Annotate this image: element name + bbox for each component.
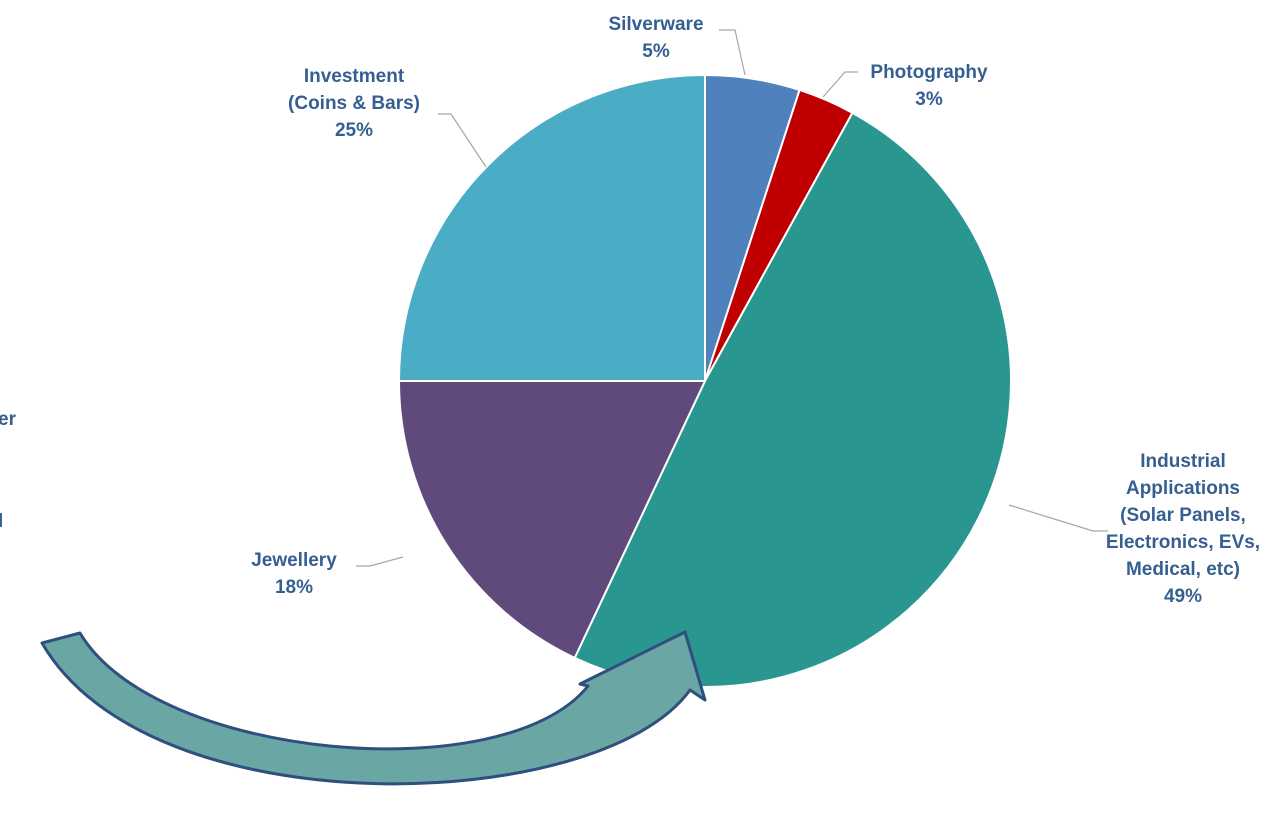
slice-labels: Silverware 5% Photography 3% Industrial Appli… <box>251 14 1260 607</box>
slice-label: Jewellery 18% <box>251 550 337 598</box>
slice-label: Silverware 5% <box>608 14 703 62</box>
slice-label: Photography 3% <box>870 62 988 110</box>
leader-line <box>1008 504 1108 532</box>
slice-value-label: 49% <box>1164 586 1202 607</box>
leader-line <box>822 71 858 98</box>
slice-name-label: Photography <box>870 62 988 83</box>
slice-name-label: Silverware <box>608 14 703 35</box>
slice-label: Investment (Coins & Bars) 25% <box>288 66 420 141</box>
slice-name-label: Medical, etc) <box>1126 559 1240 580</box>
left-text-fragment-2: l <box>0 511 3 532</box>
pie-slice-jewellery <box>397 380 707 660</box>
slice-name-label: (Coins & Bars) <box>288 93 420 114</box>
slice-value-label: 25% <box>335 120 373 141</box>
slice-name-label: Investment <box>304 66 405 87</box>
leader-line <box>438 113 487 168</box>
leader-lines <box>356 29 1108 567</box>
curved-arrow-icon <box>40 630 707 786</box>
leader-line <box>356 556 404 567</box>
left-text-fragment-1: er <box>0 409 17 430</box>
slice-label: Industrial Applications (Solar Panels, Elec… <box>1106 451 1260 607</box>
slice-name-label: Industrial <box>1140 451 1226 472</box>
slice-name-label: (Solar Panels, <box>1120 505 1246 526</box>
slice-name-label: Electronics, EVs, <box>1106 532 1260 553</box>
slice-value-label: 5% <box>642 41 670 62</box>
slice-value-label: 18% <box>275 577 313 598</box>
slice-value-label: 3% <box>915 89 943 110</box>
pie-slices <box>397 73 1012 688</box>
pie-slice-investment <box>397 73 706 382</box>
slice-name-label: Jewellery <box>251 550 337 571</box>
slice-name-label: Applications <box>1126 478 1240 499</box>
leader-line <box>719 29 746 76</box>
pie-slice-industrial <box>573 111 1012 688</box>
